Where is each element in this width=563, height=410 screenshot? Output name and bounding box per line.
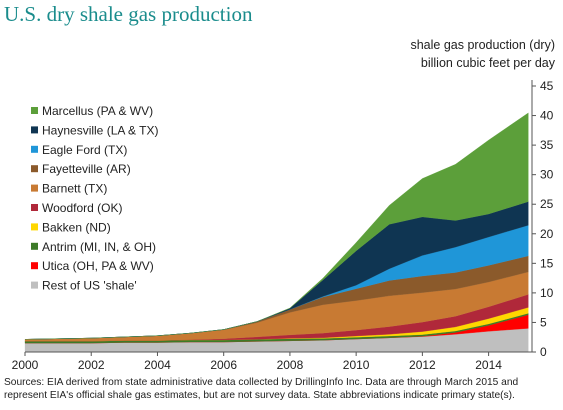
y-tick-label: 15 bbox=[540, 256, 554, 270]
legend-label: Barnett (TX) bbox=[42, 182, 107, 196]
legend-label: Utica (OH, PA & WV) bbox=[42, 259, 154, 273]
legend-swatch bbox=[31, 281, 38, 289]
legend-label: Fayetteville (AR) bbox=[42, 162, 131, 176]
y-tick-label: 20 bbox=[540, 227, 554, 241]
legend-swatch bbox=[31, 145, 38, 153]
x-tick-label: 2012 bbox=[409, 358, 436, 372]
area-series-9 bbox=[24, 112, 529, 340]
chart-title: U.S. dry shale gas production bbox=[4, 2, 253, 26]
y-tick-label: 40 bbox=[540, 109, 554, 123]
legend-swatch bbox=[31, 184, 38, 192]
legend-label: Marcellus (PA & WV) bbox=[42, 104, 153, 118]
legend-label: Eagle Ford (TX) bbox=[42, 143, 127, 157]
y-axis-unit-line-2: billion cubic feet per day bbox=[420, 56, 555, 70]
legend-label: Rest of US 'shale' bbox=[42, 279, 137, 293]
legend-label: Woodford (OK) bbox=[42, 201, 122, 215]
y-tick-label: 5 bbox=[540, 315, 547, 329]
source-note: Sources: EIA derived from state administ… bbox=[4, 377, 519, 401]
y-axis-unit-line-1: shale gas production (dry) bbox=[410, 38, 555, 52]
legend-swatch bbox=[31, 107, 38, 114]
chart-legend: Marcellus (PA & WV) Haynesville (LA & TX)… bbox=[31, 104, 159, 293]
x-tick-label: 2014 bbox=[475, 358, 502, 372]
x-tick-label: 2008 bbox=[277, 358, 304, 372]
legend-swatch bbox=[31, 165, 38, 173]
legend-swatch bbox=[31, 262, 38, 270]
legend-swatch bbox=[31, 242, 38, 250]
legend-label: Bakken (ND) bbox=[42, 220, 111, 234]
x-tick-label: 2000 bbox=[12, 358, 39, 372]
y-tick-label: 0 bbox=[540, 345, 547, 359]
legend-swatch bbox=[31, 223, 38, 231]
y-tick-label: 45 bbox=[540, 79, 554, 93]
legend-label: Antrim (MI, IN, & OH) bbox=[42, 240, 156, 254]
chart-axes: 2000 2002 2004 2006 2008 2010 2012 2014 0 5 10 15 20… bbox=[12, 79, 554, 372]
stacked-area-layers bbox=[24, 112, 529, 353]
x-tick-label: 2010 bbox=[343, 358, 370, 372]
y-tick-label: 35 bbox=[540, 138, 554, 152]
legend-swatch bbox=[31, 126, 38, 134]
legend-swatch bbox=[31, 204, 38, 211]
x-tick-label: 2002 bbox=[78, 358, 105, 372]
legend-label: Haynesville (LA & TX) bbox=[42, 123, 159, 137]
y-tick-label: 10 bbox=[540, 286, 554, 300]
x-tick-label: 2006 bbox=[210, 358, 237, 372]
x-tick-label: 2004 bbox=[144, 358, 171, 372]
y-tick-label: 25 bbox=[540, 197, 554, 211]
y-tick-label: 30 bbox=[540, 168, 554, 182]
